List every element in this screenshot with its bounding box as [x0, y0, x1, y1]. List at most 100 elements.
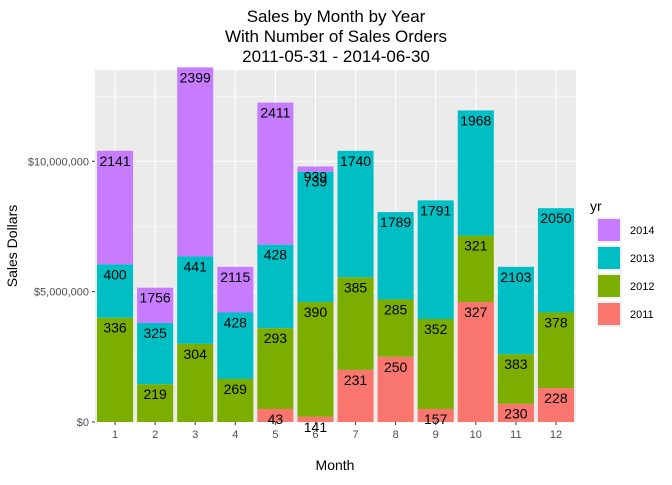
x-tick-label: 5 — [272, 429, 278, 441]
bar-2013-8 — [377, 212, 414, 300]
x-tick-label: 3 — [192, 429, 198, 441]
bar-2012-12 — [537, 312, 574, 389]
bar-label: 321 — [464, 238, 488, 254]
bar-2012-11 — [497, 354, 534, 404]
y-axis-label: Sales Dollars — [4, 205, 20, 287]
bar-label: 390 — [304, 304, 328, 320]
x-tick-label: 2 — [152, 429, 158, 441]
bar-2013-4 — [217, 312, 254, 379]
bar-2012-6 — [297, 302, 334, 417]
bar-label: 383 — [504, 356, 528, 372]
bar-label: 400 — [103, 266, 127, 282]
bar-label: 285 — [384, 301, 408, 317]
bar-label: 293 — [264, 330, 288, 346]
bar-2013-10 — [457, 110, 494, 236]
bar-2011-12 — [537, 388, 574, 422]
bar-2012-5 — [257, 328, 294, 409]
legend-swatch-2014 — [598, 219, 620, 241]
bar-label: 2115 — [220, 269, 250, 285]
legend: yr 2014 2013 2012 2011 — [590, 198, 654, 327]
legend-label: 2012 — [630, 281, 654, 293]
bar-label: 385 — [344, 279, 368, 295]
legend-label: 2014 — [630, 225, 654, 237]
bar-label: 2103 — [500, 269, 531, 285]
bar-2012-4 — [217, 378, 254, 422]
bar-label: 141 — [304, 419, 328, 435]
bar-2012-1 — [97, 317, 134, 422]
bar-2013-12 — [537, 208, 574, 313]
bars — [97, 67, 574, 422]
bar-labels: 336 400 2141 219 325 1756 304 441 2399 269 428 2115… — [99, 69, 571, 434]
bar-label: 441 — [184, 258, 208, 274]
bar-label: 2411 — [260, 105, 290, 121]
bar-2011-10 — [457, 302, 494, 422]
bar-label: 1789 — [380, 214, 411, 230]
bar-label: 219 — [143, 386, 167, 402]
bar-2013-9 — [417, 200, 454, 320]
bar-2012-10 — [457, 235, 494, 303]
bar-2014-2 — [137, 287, 174, 323]
bar-2014-1 — [97, 150, 134, 265]
bar-label: 1968 — [460, 112, 491, 128]
bar-2013-7 — [337, 150, 374, 278]
bar-2012-3 — [177, 343, 214, 422]
bar-label: 43 — [268, 411, 284, 427]
legend-label: 2013 — [630, 253, 654, 265]
bar-label: 739 — [304, 174, 328, 190]
title-line: With Number of Sales Orders — [225, 27, 447, 46]
legend-label: 2011 — [630, 309, 654, 321]
bar-label: 325 — [143, 325, 167, 341]
bar-2011-8 — [377, 356, 414, 422]
x-axis-label: Month — [316, 457, 355, 473]
bar-2013-6 — [297, 171, 334, 303]
bar-label: 304 — [184, 346, 208, 362]
x-tick-label: 8 — [393, 429, 399, 441]
x-tick-label: 1 — [112, 429, 118, 441]
bar-label: 428 — [264, 247, 288, 263]
bar-2014-3 — [177, 67, 214, 257]
bar-2013-11 — [497, 266, 534, 355]
bar-2013-3 — [177, 256, 214, 344]
bar-label: 157 — [424, 411, 448, 427]
bar-label: 327 — [464, 304, 488, 320]
bar-label: 2399 — [180, 69, 211, 85]
bar-label: 1740 — [340, 153, 371, 169]
bar-label: 1756 — [140, 290, 171, 306]
bar-label: 230 — [504, 406, 528, 422]
bar-label: 269 — [224, 381, 248, 397]
legend-swatch-2012 — [598, 275, 620, 297]
bar-label: 1791 — [420, 202, 451, 218]
bar-label: 352 — [424, 321, 448, 337]
bar-label: 2141 — [99, 153, 130, 169]
x-tick-label: 7 — [352, 429, 358, 441]
y-tick-label: $0 — [77, 417, 89, 429]
bar-2013-5 — [257, 244, 294, 329]
bar-2011-11 — [497, 403, 534, 422]
bar-2011-7 — [337, 369, 374, 422]
x-tick-label: 9 — [433, 429, 439, 441]
bar-2011-5 — [257, 408, 294, 422]
bar-2011-6 — [297, 416, 334, 422]
legend-swatch-2013 — [598, 247, 620, 269]
bar-label: 231 — [344, 372, 368, 388]
bar-label: 939 — [304, 168, 328, 184]
bar-2012-8 — [377, 299, 414, 357]
plot-panel — [95, 70, 576, 422]
bar-2011-9 — [417, 408, 454, 422]
x-tick-label: 4 — [232, 429, 238, 441]
bar-2013-1 — [97, 264, 134, 318]
title-line: 2011-05-31 - 2014-06-30 — [242, 47, 430, 66]
x-tick-label: 11 — [510, 429, 521, 441]
bar-2012-2 — [137, 384, 174, 422]
bar-2013-2 — [137, 322, 174, 385]
bar-2014-6 — [297, 166, 334, 172]
bar-label: 428 — [224, 314, 248, 330]
x-tick-label: 10 — [470, 429, 482, 441]
bar-2014-5 — [257, 102, 294, 245]
y-tick-label: $5,000,000 — [34, 287, 89, 299]
bar-label: 228 — [544, 390, 568, 406]
x-axis: 1 2 3 4 5 6 7 8 9 10 11 12 — [112, 422, 562, 441]
bar-label: 250 — [384, 359, 408, 375]
